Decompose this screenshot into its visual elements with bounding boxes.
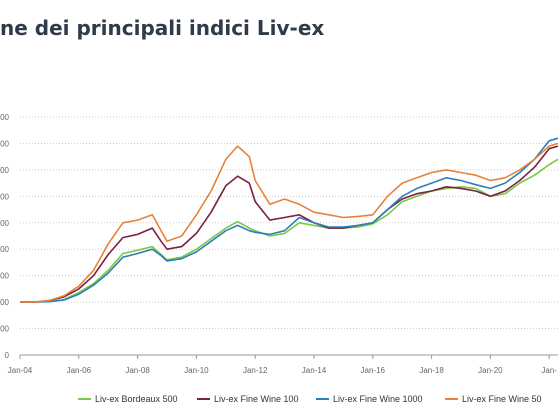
x-tick-label: Jan- xyxy=(541,366,557,375)
series-lines xyxy=(20,137,559,303)
y-tick-label: 00 xyxy=(0,219,9,228)
x-tick-label: Jan-18 xyxy=(419,366,444,375)
x-tick-label: Jan-08 xyxy=(125,366,150,375)
y-tick-label: 00 xyxy=(0,166,9,175)
y-tick-label: 00 xyxy=(0,245,9,254)
y-tick-label: 00 xyxy=(0,139,9,148)
legend-label: Liv-ex Bordeaux 500 xyxy=(95,394,178,404)
x-tick-label: Jan-14 xyxy=(302,366,327,375)
y-tick-label: 00 xyxy=(0,298,9,307)
x-tick-label: Jan-06 xyxy=(67,366,92,375)
y-tick-label: 00 xyxy=(0,325,9,334)
series-line-fineWine100 xyxy=(20,145,559,303)
x-tick-label: Jan-10 xyxy=(184,366,209,375)
y-tick-label: 00 xyxy=(0,113,9,122)
chart-title: ne dei principali indici Liv-ex xyxy=(0,16,325,40)
legend-label: Liv-ex Fine Wine 100 xyxy=(214,394,299,404)
y-tick-label: 00 xyxy=(0,272,9,281)
x-tick-label: Jan-04 xyxy=(8,366,33,375)
x-axis: Jan-04 Jan-06 Jan-08 Jan-10 Jan-12 Jan-14 Jan-… xyxy=(8,354,558,375)
series-line-fineWine1000 xyxy=(20,137,559,303)
legend: Liv-ex Bordeaux 500 Liv-ex Fine Wine 100 L… xyxy=(78,394,542,404)
y-tick-label: 0 xyxy=(5,351,10,360)
x-tick-label: Jan-12 xyxy=(243,366,268,375)
x-tick-label: Jan-20 xyxy=(478,366,503,375)
y-tick-label: 00 xyxy=(0,192,9,201)
series-line-bordeaux500 xyxy=(20,158,559,303)
legend-label: Liv-ex Fine Wine 50 xyxy=(462,394,542,404)
legend-label: Liv-ex Fine Wine 1000 xyxy=(333,394,423,404)
series-line-fineWine50 xyxy=(20,142,559,303)
x-tick-label: Jan-16 xyxy=(361,366,386,375)
grid-lines xyxy=(20,116,558,330)
